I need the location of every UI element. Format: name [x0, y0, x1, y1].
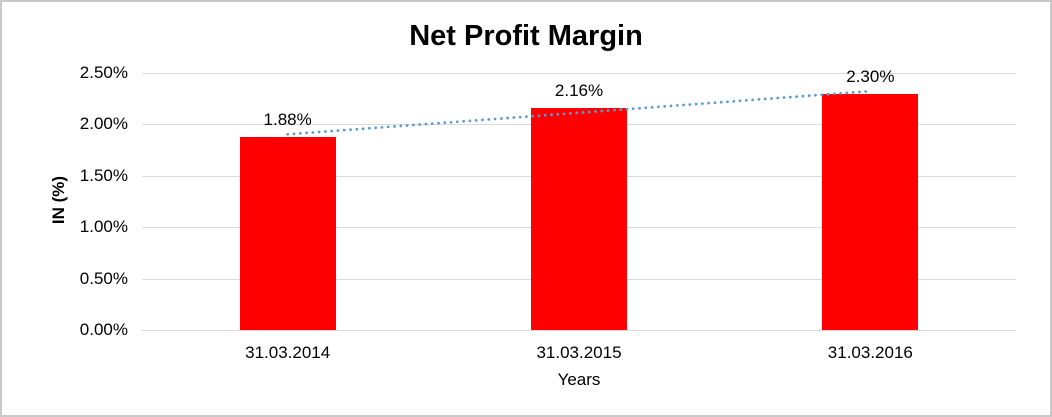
y-tick-label: 0.50%	[79, 268, 128, 288]
x-tick-label: 31.03.2016	[827, 343, 913, 362]
x-tick-label: 31.03.2014	[245, 343, 331, 362]
y-tick-label: 1.00%	[79, 217, 128, 237]
x-axis-title: Years	[557, 370, 601, 389]
y-tick-label: 2.50%	[79, 63, 128, 82]
y-tick-label: 2.00%	[79, 114, 128, 134]
bar	[531, 107, 627, 330]
gridline	[142, 73, 1016, 74]
y-tick-label: 1.50%	[79, 165, 128, 185]
bar	[822, 93, 919, 330]
bar-value-label: 2.30%	[846, 66, 895, 86]
bar	[239, 136, 336, 330]
bar-value-label: 1.88%	[263, 109, 312, 129]
bar-value-label: 2.16%	[554, 80, 604, 100]
chart-title: Net Profit Margin	[409, 20, 643, 52]
y-tick-label: 0.00%	[79, 320, 128, 339]
x-tick-label: 31.03.2015	[536, 343, 622, 362]
x-axis-line	[142, 330, 1016, 331]
